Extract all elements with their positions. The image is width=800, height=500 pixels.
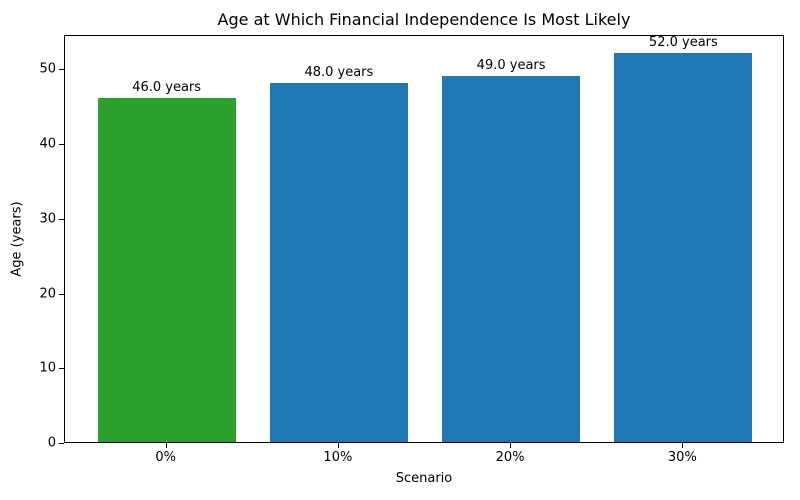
bar-20% <box>442 75 581 442</box>
x-tick-mark <box>165 443 167 448</box>
y-tick-label: 40 <box>39 136 56 152</box>
plot-area: 46.0 years 48.0 years 49.0 years 52.0 years <box>64 35 784 443</box>
y-tick-label: 10 <box>39 360 56 376</box>
bar-value-label: 46.0 years <box>132 80 202 96</box>
y-tick-label: 20 <box>39 286 56 302</box>
x-tick-mark <box>510 443 512 448</box>
y-axis-title: Age (years) <box>9 201 25 277</box>
bar-10% <box>269 83 408 442</box>
bar-value-label: 52.0 years <box>648 35 718 51</box>
chart-title: Age at Which Financial Independence Is M… <box>217 10 631 29</box>
x-tick-label: 10% <box>323 450 353 465</box>
bar-value-label: 49.0 years <box>476 57 546 73</box>
y-tick-mark <box>59 368 64 370</box>
bar-0% <box>97 98 236 442</box>
x-tick-mark <box>682 443 684 448</box>
y-tick-mark <box>59 144 64 146</box>
x-tick-mark <box>337 443 339 448</box>
y-tick-label: 0 <box>47 435 56 451</box>
y-tick-mark <box>59 293 64 295</box>
x-tick-label: 20% <box>495 450 525 465</box>
y-tick-mark <box>59 218 64 220</box>
y-tick-label: 30 <box>39 211 56 227</box>
y-tick-mark <box>59 443 64 444</box>
x-axis-title: Scenario <box>395 471 453 486</box>
y-tick-label: 50 <box>39 61 56 77</box>
x-tick-label: 0% <box>155 450 176 465</box>
y-tick-mark <box>59 69 64 71</box>
x-tick-label: 30% <box>667 450 697 465</box>
bar-value-label: 48.0 years <box>304 65 374 81</box>
bar-30% <box>614 53 753 442</box>
